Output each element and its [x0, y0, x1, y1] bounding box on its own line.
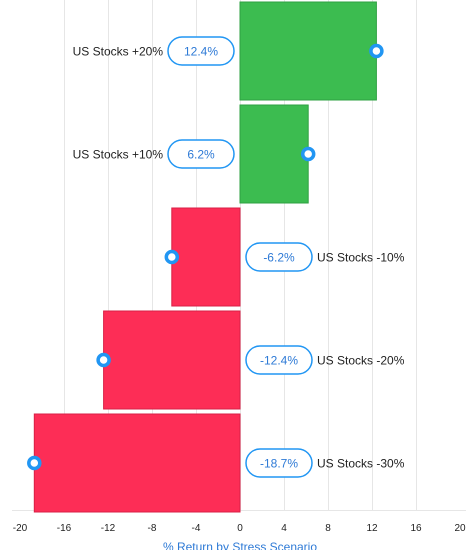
value-labels: 12.4% 6.2% -6.2% -12.4% -18.7% — [167, 36, 313, 478]
category-label: US Stocks +20% — [73, 45, 164, 59]
category-label: US Stocks +10% — [73, 148, 164, 162]
x-tick-label: 16 — [410, 523, 422, 534]
bar[interactable] — [103, 310, 241, 410]
value-label-pill — [245, 448, 313, 478]
category-labels: US Stocks +20% US Stocks +10% US Stocks -1… — [73, 45, 405, 471]
bar[interactable] — [171, 207, 241, 307]
value-label: -12.4% — [260, 354, 298, 368]
bar[interactable] — [239, 104, 309, 204]
x-tick-label: 8 — [325, 523, 331, 534]
x-axis-ticks: -20 -16 -12 -8 -4 0 4 8 12 16 20 — [13, 523, 466, 534]
x-tick-label: -20 — [13, 523, 28, 534]
x-tick-label: -4 — [192, 523, 201, 534]
category-label: US Stocks -20% — [317, 354, 405, 368]
value-marker[interactable] — [300, 146, 316, 162]
bars — [33, 1, 377, 513]
value-label: 6.2% — [187, 148, 215, 162]
x-axis-title: % Return by Stress Scenario — [163, 540, 317, 550]
value-marker[interactable] — [96, 352, 111, 368]
category-label: US Stocks -10% — [317, 251, 405, 265]
x-tick-label: 4 — [281, 523, 287, 534]
x-tick-label: 20 — [454, 523, 466, 534]
value-label: -18.7% — [260, 457, 298, 471]
value-label: 12.4% — [184, 45, 218, 59]
x-tick-label: -16 — [57, 523, 72, 534]
category-label: US Stocks -30% — [317, 457, 405, 471]
value-markers — [27, 43, 384, 471]
value-label-pill — [245, 345, 313, 375]
value-marker[interactable] — [164, 249, 180, 265]
x-tick-label: -8 — [148, 523, 157, 534]
value-label-pill — [245, 242, 313, 272]
value-marker[interactable] — [27, 455, 42, 471]
value-marker[interactable] — [369, 43, 384, 59]
value-label: -6.2% — [263, 251, 295, 265]
x-tick-label: 0 — [237, 523, 243, 534]
value-label-pill — [167, 36, 235, 66]
bar[interactable] — [239, 1, 377, 101]
value-label-pill — [167, 139, 235, 169]
x-tick-label: 12 — [366, 523, 378, 534]
bar[interactable] — [33, 413, 241, 513]
x-tick-label: -12 — [101, 523, 116, 534]
